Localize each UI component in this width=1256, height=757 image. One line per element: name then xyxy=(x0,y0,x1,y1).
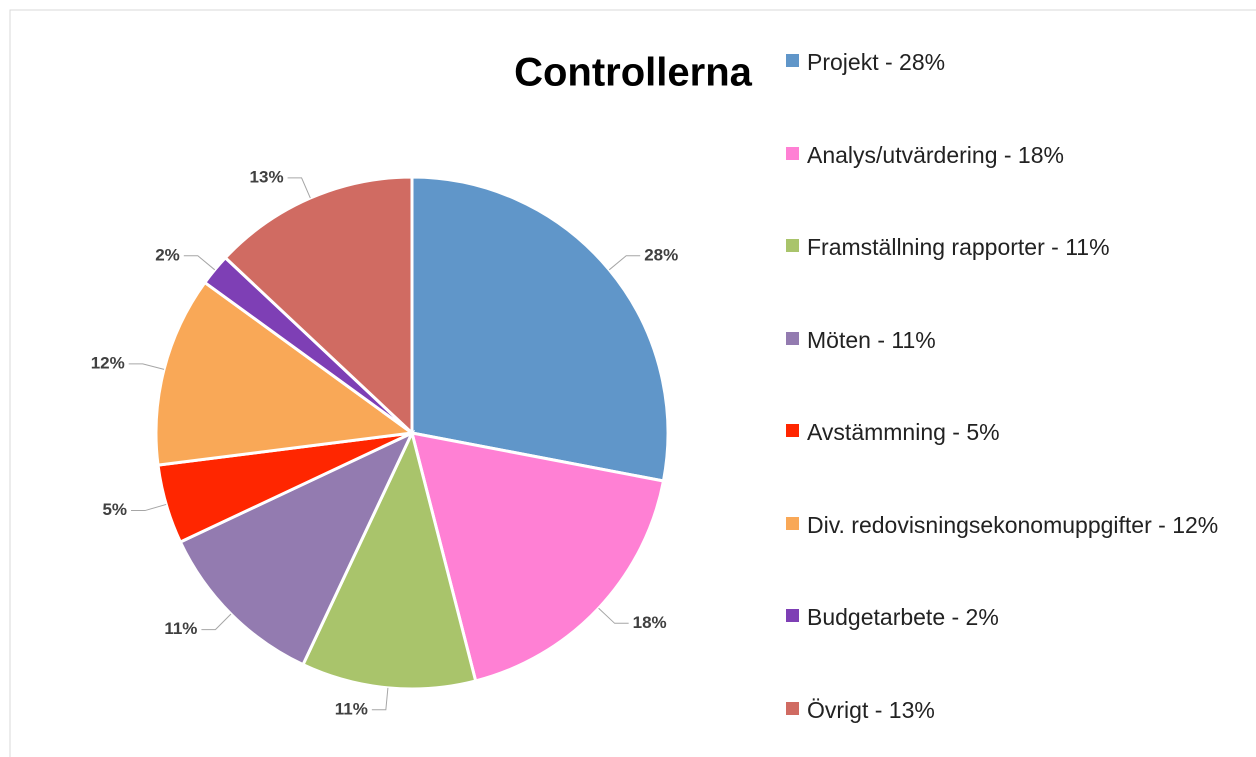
legend-swatch xyxy=(786,424,799,437)
data-label: 5% xyxy=(102,500,127,519)
data-label: 11% xyxy=(164,619,197,638)
legend-label: Framställning rapporter - 11% xyxy=(807,234,1110,260)
leader-line xyxy=(183,255,216,271)
legend-label: Projekt - 28% xyxy=(807,49,946,75)
legend-item: Avstämmning - 5% xyxy=(786,416,1247,448)
legend-label: Div. redovisningsekonomuppgifter - 12% xyxy=(807,511,1219,538)
leader-line xyxy=(287,177,311,199)
data-label: 18% xyxy=(633,613,667,632)
legend-label: Övrigt - 13% xyxy=(807,696,935,723)
leader-line xyxy=(201,613,232,631)
legend-swatch xyxy=(786,331,799,345)
legend-item: Analys/utvärdering - 18% xyxy=(786,139,1247,171)
legend-item: Möten - 11% xyxy=(786,324,1247,356)
legend-label: Möten - 11% xyxy=(807,326,936,353)
data-label: 11% xyxy=(335,699,368,718)
legend-item: Budgetarbete - 2% xyxy=(786,601,1247,633)
pie-slice xyxy=(410,175,670,483)
pie-slice xyxy=(223,175,414,437)
data-label: 13% xyxy=(250,167,284,186)
legend-swatch xyxy=(786,239,799,252)
legend-swatch xyxy=(786,54,799,67)
legend-item: Framställning rapporter - 11% xyxy=(786,231,1247,263)
legend-swatch xyxy=(786,609,799,622)
legend-swatch xyxy=(786,701,799,715)
chart-title: Controllerna xyxy=(514,51,753,95)
legend-swatch xyxy=(786,516,799,530)
chart-border xyxy=(9,9,1256,757)
leader-line xyxy=(598,607,629,624)
data-label: 28% xyxy=(644,245,678,264)
leader-line xyxy=(608,255,641,271)
leader-line xyxy=(128,363,165,370)
data-label: 12% xyxy=(91,353,125,372)
legend-label: Analys/utvärdering - 18% xyxy=(807,141,1064,168)
data-label: 2% xyxy=(155,245,180,264)
leader-line xyxy=(371,687,389,711)
legend-item: Övrigt - 13% xyxy=(786,694,1247,726)
leader-line xyxy=(131,503,167,512)
legend-label: Budgetarbete - 2% xyxy=(807,604,999,630)
legend-item: Projekt - 28% xyxy=(786,46,1247,78)
pie-slice xyxy=(154,280,416,467)
legend-item: Div. redovisningsekonomuppgifter - 12% xyxy=(786,509,1247,541)
legend-swatch xyxy=(786,146,799,160)
legend-label: Avstämmning - 5% xyxy=(807,419,1000,445)
